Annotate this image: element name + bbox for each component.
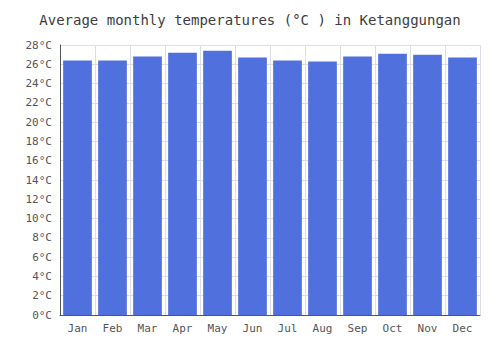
svg-text:Aug: Aug: [313, 322, 333, 335]
svg-text:Nov: Nov: [418, 322, 438, 335]
svg-text:Feb: Feb: [103, 322, 123, 335]
svg-text:Dec: Dec: [453, 322, 473, 335]
svg-text:14°C: 14°C: [26, 174, 53, 187]
svg-text:24°C: 24°C: [26, 77, 53, 90]
svg-text:Jul: Jul: [278, 322, 298, 335]
svg-text:8°C: 8°C: [32, 231, 52, 244]
svg-text:May: May: [208, 322, 228, 335]
svg-text:4°C: 4°C: [32, 270, 52, 283]
svg-text:Jun: Jun: [243, 322, 263, 335]
svg-text:26°C: 26°C: [26, 58, 53, 71]
svg-text:Apr: Apr: [173, 322, 193, 335]
svg-text:0°C: 0°C: [32, 309, 52, 322]
svg-text:22°C: 22°C: [26, 96, 53, 109]
svg-text:16°C: 16°C: [26, 154, 53, 167]
svg-text:10°C: 10°C: [26, 212, 53, 225]
svg-text:28°C: 28°C: [26, 39, 53, 52]
svg-text:Mar: Mar: [138, 322, 158, 335]
svg-text:Oct: Oct: [383, 322, 403, 335]
svg-text:Average monthly temperatures (: Average monthly temperatures (°C ) in Ke…: [39, 12, 460, 28]
svg-text:18°C: 18°C: [26, 135, 53, 148]
svg-text:Sep: Sep: [348, 322, 368, 335]
svg-text:6°C: 6°C: [32, 251, 52, 264]
svg-text:20°C: 20°C: [26, 116, 53, 129]
svg-text:2°C: 2°C: [32, 289, 52, 302]
svg-text:12°C: 12°C: [26, 193, 53, 206]
svg-text:Jan: Jan: [68, 322, 88, 335]
